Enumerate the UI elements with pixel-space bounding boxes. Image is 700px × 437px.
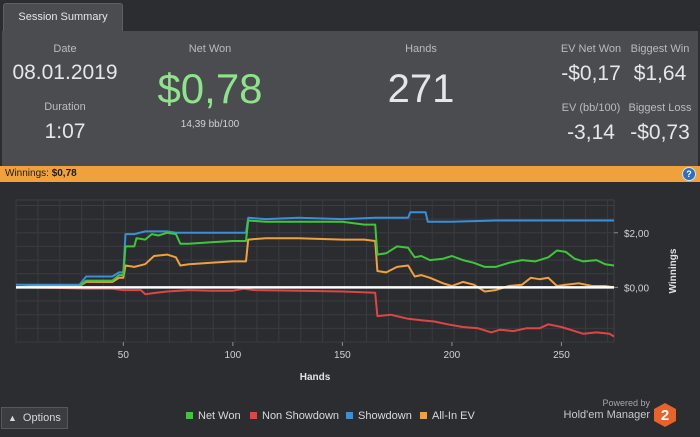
y-tick-label: $0,00 [624,283,649,294]
legend-swatch [250,412,257,419]
hands-value: 271 [387,67,455,111]
legend-label: Showdown [358,410,412,422]
ev-net-won-value: -$0,17 [561,62,621,85]
net-won-label: Net Won [188,43,232,55]
biggest-loss-value: -$0,73 [630,121,690,144]
legend-swatch [420,412,427,419]
x-tick-label: 200 [444,350,461,361]
ev-net-won-label: EV Net Won [560,43,622,55]
ev-bb-per-100-label: EV (bb/100) [561,102,621,114]
logo-digit: 2 [661,407,669,424]
hands-label: Hands [405,43,437,55]
winnings-label: Winnings: [5,168,49,179]
brand-name: Hold'em Manager [563,409,650,421]
x-tick-label: 50 [118,350,130,361]
ev-bb-per-100-value: -3,14 [567,121,615,144]
legend-label: Non Showdown [262,410,340,422]
tab-bar: Session Summary [0,0,700,31]
legend-item-all-in-ev[interactable]: All-In EV [420,410,475,424]
legend-label: Net Won [198,410,241,422]
y-tick-label: $2,00 [624,229,649,240]
x-tick-label: 150 [334,350,351,361]
series-line-non-showdown [15,286,615,338]
duration-value: 1:07 [44,120,86,143]
biggest-win-label: Biggest Win [630,43,690,55]
date-value: 08.01.2019 [12,61,118,84]
legend-item-non-showdown[interactable]: Non Showdown [250,410,339,424]
biggest-loss-label: Biggest Loss [628,102,692,114]
options-button[interactable]: ▲ Options [1,407,68,429]
tab-session-summary[interactable]: Session Summary [3,3,123,31]
biggest-win-value: $1,64 [633,62,687,85]
winnings-chart-svg: $2,00 $0,00 50 100 150 200 250 Hands Winnings [15,199,679,383]
session-summary-panel: Date 08.01.2019 Duration 1:07 Net Won $0… [2,31,698,166]
x-tick-label: 100 [225,350,242,361]
winnings-bar: Winnings: $0,78 ? [0,166,700,182]
options-label: Options [22,412,61,424]
x-tick-label: 250 [553,350,570,361]
date-label: Date [53,43,77,55]
plot-background [15,199,615,343]
legend-item-showdown[interactable]: Showdown [346,410,412,424]
help-icon[interactable]: ? [682,167,696,181]
legend-swatch [186,412,193,419]
powered-by-text: Powered by [602,398,650,408]
y-axis-label: Winnings [668,248,679,293]
legend-swatch [346,412,353,419]
bb-per-100-value: 14,39 bb/100 [180,119,240,130]
chevron-up-icon: ▲ [8,413,17,423]
series-line-all-in-ev [16,237,615,293]
winnings-value: $0,78 [51,168,77,179]
legend-item-net-won[interactable]: Net Won [186,410,241,424]
duration-label: Duration [44,101,86,113]
winnings-chart: $2,00 $0,00 50 100 150 200 250 Hands Winnings [0,182,700,402]
series-line-net-won [15,219,615,289]
hem2-logo: 2 [654,403,676,427]
x-axis-label: Hands [300,372,331,383]
net-won-value: $0,78 [157,65,263,112]
legend-label: All-In EV [432,410,475,422]
